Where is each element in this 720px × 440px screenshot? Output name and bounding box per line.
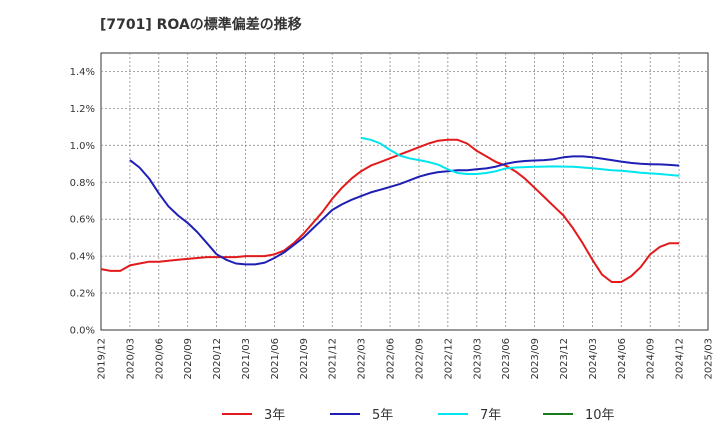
x-tick-label: 2021/06 (270, 338, 281, 380)
x-tick-label: 2022/12 (443, 338, 454, 380)
y-tick-label: 0.2% (70, 289, 95, 300)
x-tick-label: 2023/06 (501, 338, 512, 380)
grid (101, 53, 708, 330)
x-tick-label: 2024/12 (675, 338, 686, 380)
legend-label: 7年 (480, 408, 501, 423)
y-tick-label: 0.4% (70, 252, 95, 263)
x-tick-label: 2021/09 (299, 338, 310, 380)
y-tick-label: 1.4% (70, 67, 95, 78)
legend-label: 5年 (372, 408, 393, 423)
x-tick-label: 2021/03 (241, 338, 252, 380)
x-tick-label: 2020/12 (212, 338, 223, 380)
y-tick-label: 1.2% (70, 104, 95, 115)
x-tick-label: 2024/09 (646, 338, 657, 380)
y-axis: 0.0% 0.2% 0.4% 0.6% 0.8% 1.0% 1.2% 1.4% (70, 67, 95, 337)
x-tick-label: 2019/12 (97, 338, 108, 380)
x-axis: 2019/12 2020/03 2020/06 2020/09 2020/12 2021/… (97, 338, 715, 380)
x-tick-label: 2020/09 (183, 338, 194, 380)
legend: 3年 5年 7年 10年 (222, 408, 615, 423)
x-tick-label: 2023/03 (472, 338, 483, 380)
x-tick-label: 2020/06 (154, 338, 165, 380)
chart-title: [7701] ROAの標準偏差の推移 (100, 17, 302, 33)
x-tick-label: 2021/12 (328, 338, 339, 380)
series-line-3 (360, 136, 680, 177)
y-tick-label: 0.6% (70, 215, 95, 226)
legend-label: 10年 (585, 408, 615, 423)
x-tick-label: 2024/06 (617, 338, 628, 380)
x-tick-label: 2022/06 (386, 338, 397, 380)
x-tick-label: 2023/09 (530, 338, 541, 380)
y-tick-label: 0.8% (70, 178, 95, 189)
y-tick-label: 0.0% (70, 326, 95, 337)
series-lines (100, 136, 680, 283)
y-tick-label: 1.0% (70, 141, 95, 152)
series-line-1 (100, 138, 680, 283)
plot-area (100, 52, 709, 331)
series-line-2 (129, 155, 680, 266)
x-tick-label: 2022/03 (357, 338, 368, 380)
x-tick-label: 2025/03 (704, 338, 715, 380)
x-tick-label: 2022/09 (414, 338, 425, 380)
x-tick-label: 2020/03 (125, 338, 136, 380)
x-tick-label: 2024/03 (588, 338, 599, 380)
x-tick-label: 2023/12 (559, 338, 570, 380)
legend-label: 3年 (264, 408, 285, 423)
